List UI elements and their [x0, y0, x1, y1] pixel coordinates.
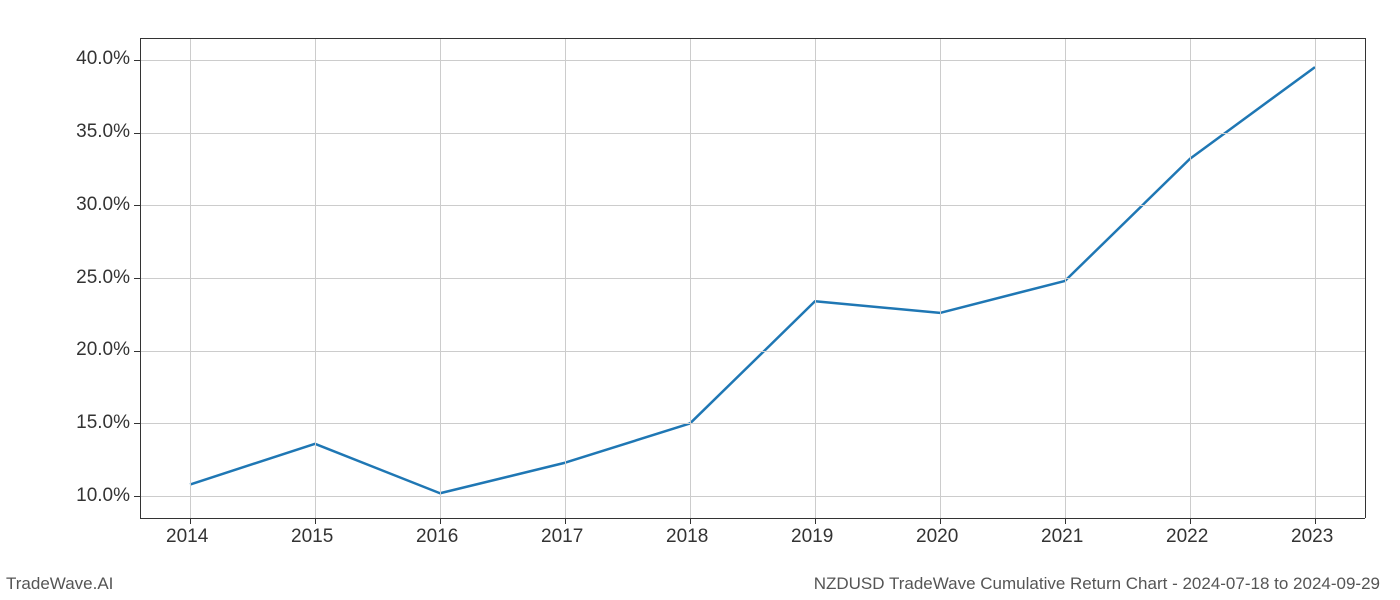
- x-grid-line: [315, 38, 316, 518]
- y-grid-line: [140, 423, 1365, 424]
- y-tick-label: 25.0%: [76, 267, 130, 289]
- y-tick-label: 35.0%: [76, 121, 130, 143]
- top-spine: [140, 38, 1365, 39]
- bottom-spine: [140, 518, 1365, 519]
- y-grid-line: [140, 351, 1365, 352]
- x-grid-line: [815, 38, 816, 518]
- x-tick-label: 2021: [1041, 526, 1083, 548]
- x-tick-label: 2014: [166, 526, 208, 548]
- return-line: [190, 67, 1315, 493]
- x-grid-line: [1065, 38, 1066, 518]
- y-grid-line: [140, 133, 1365, 134]
- right-spine: [1365, 38, 1366, 518]
- x-tick-label: 2018: [666, 526, 708, 548]
- y-grid-line: [140, 278, 1365, 279]
- y-grid-line: [140, 496, 1365, 497]
- footer-left-label: TradeWave.AI: [6, 574, 113, 594]
- x-tick-label: 2023: [1291, 526, 1333, 548]
- x-tick-label: 2015: [291, 526, 333, 548]
- x-grid-line: [1315, 38, 1316, 518]
- y-tick-label: 20.0%: [76, 339, 130, 361]
- x-grid-line: [1190, 38, 1191, 518]
- footer-right-label: NZDUSD TradeWave Cumulative Return Chart…: [814, 574, 1380, 594]
- x-tick-label: 2020: [916, 526, 958, 548]
- x-tick-label: 2016: [416, 526, 458, 548]
- y-tick-label: 30.0%: [76, 194, 130, 216]
- left-spine: [140, 38, 141, 518]
- y-tick-label: 40.0%: [76, 48, 130, 70]
- y-tick-label: 15.0%: [76, 412, 130, 434]
- y-grid-line: [140, 205, 1365, 206]
- y-tick-label: 10.0%: [76, 485, 130, 507]
- x-grid-line: [565, 38, 566, 518]
- x-tick-label: 2019: [791, 526, 833, 548]
- x-tick-label: 2017: [541, 526, 583, 548]
- x-grid-line: [940, 38, 941, 518]
- x-grid-line: [690, 38, 691, 518]
- x-grid-line: [190, 38, 191, 518]
- y-grid-line: [140, 60, 1365, 61]
- x-grid-line: [440, 38, 441, 518]
- x-tick-label: 2022: [1166, 526, 1208, 548]
- chart-container: { "chart": { "type": "line", "x_categori…: [0, 0, 1400, 600]
